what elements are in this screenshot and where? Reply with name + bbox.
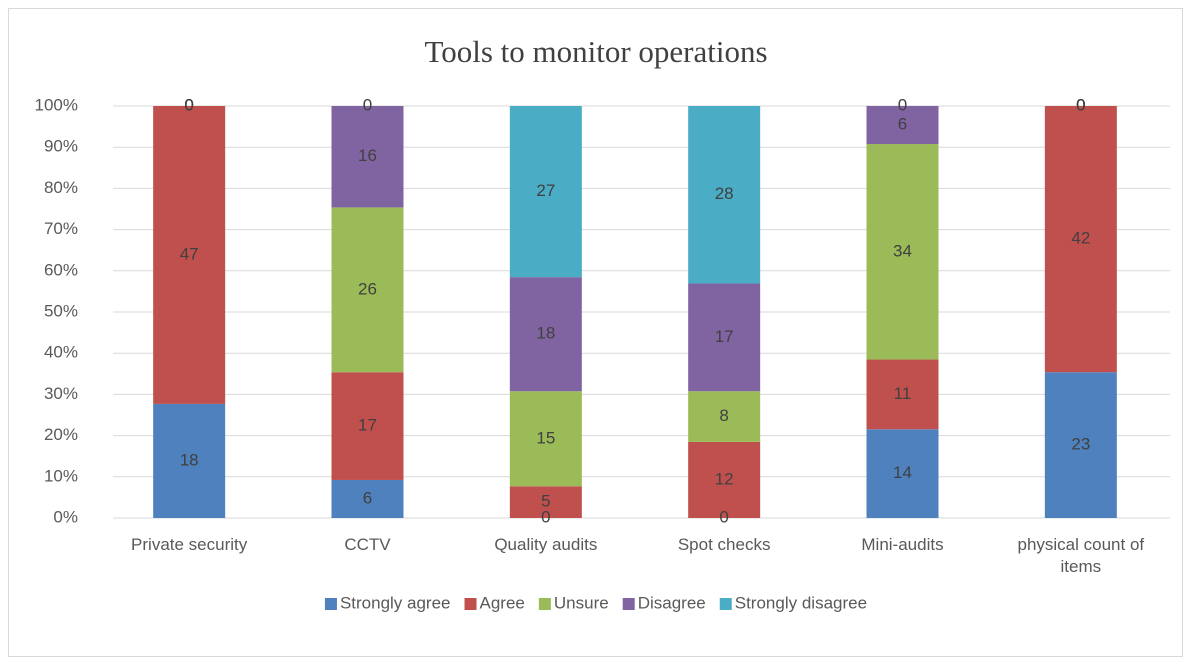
data-label: 6	[898, 114, 907, 133]
data-label: 17	[358, 416, 377, 435]
data-label: 28	[715, 184, 734, 203]
bar-segment	[866, 106, 939, 145]
legend-swatch	[538, 598, 551, 610]
legend-label: Strongly agree	[340, 593, 451, 612]
data-label: 17	[715, 327, 734, 346]
data-label: 0	[1076, 95, 1085, 114]
chart-title: Tools to monitor operations	[424, 34, 767, 69]
y-tick-label: 60%	[44, 260, 78, 279]
bar-segment	[866, 359, 939, 430]
y-tick-label: 20%	[44, 425, 78, 444]
y-tick-label: 80%	[44, 178, 78, 197]
data-label: 11	[894, 384, 912, 403]
y-tick-label: 0%	[53, 507, 78, 526]
bar-segment	[331, 106, 404, 208]
data-label: 0	[184, 95, 193, 114]
bar-segment	[688, 441, 761, 518]
x-tick-label: Private security	[131, 535, 248, 554]
data-label: 47	[180, 244, 199, 263]
legend-label: Strongly disagree	[735, 593, 867, 612]
x-tick-label: Quality audits	[494, 535, 598, 554]
data-label: 6	[363, 488, 372, 507]
data-label: 26	[358, 279, 377, 298]
data-label: 18	[180, 450, 199, 469]
data-label: 0	[1076, 95, 1085, 114]
bar-segment	[509, 486, 582, 518]
bar-segment	[331, 207, 404, 373]
legend-label: Disagree	[638, 593, 706, 612]
data-label: 34	[893, 241, 912, 260]
data-label: 0	[184, 95, 193, 114]
bar-segment	[153, 403, 226, 518]
bar-segment	[688, 106, 761, 284]
data-label: 16	[358, 146, 377, 165]
data-label: 27	[536, 181, 555, 200]
legend-label: Agree	[480, 593, 525, 612]
data-label: 14	[893, 463, 912, 482]
legend-swatch	[324, 598, 337, 610]
x-tick-label: CCTV	[344, 535, 391, 554]
x-tick-label: physical count of items	[1017, 535, 1145, 576]
data-label: 0	[184, 95, 193, 114]
bar-segment	[509, 106, 582, 278]
y-tick-label: 90%	[44, 137, 78, 156]
bar-segment	[509, 391, 582, 487]
data-label: 42	[1071, 229, 1090, 248]
bar-segment	[153, 106, 226, 404]
data-label: 0	[541, 507, 550, 526]
data-label: 5	[541, 492, 550, 511]
y-tick-label: 70%	[44, 219, 78, 238]
data-label: 23	[1071, 435, 1090, 454]
legend-swatch	[719, 598, 732, 610]
y-tick-label: 30%	[44, 384, 78, 403]
data-label: 8	[719, 406, 728, 425]
y-tick-label: 100%	[35, 95, 78, 114]
bar-segment	[1044, 372, 1117, 518]
bar-segment	[509, 277, 582, 392]
x-tick-label: Mini-audits	[861, 535, 944, 554]
data-label: 0	[1076, 95, 1085, 114]
bar-segment	[331, 372, 404, 480]
data-label: 15	[536, 428, 555, 447]
data-label: 0	[363, 95, 372, 114]
bar-segment	[688, 391, 761, 442]
x-tick-label: Spot checks	[677, 535, 771, 554]
bar-segment	[866, 429, 939, 518]
y-tick-label: 40%	[44, 343, 78, 362]
data-label: 0	[898, 95, 907, 114]
legend-swatch	[464, 598, 477, 610]
data-label: 0	[719, 507, 728, 526]
y-tick-label: 10%	[44, 466, 78, 485]
bar-segment	[688, 283, 761, 392]
y-tick-label: 50%	[44, 301, 78, 320]
bar-segment	[1044, 106, 1117, 373]
data-label: 12	[715, 469, 734, 488]
legend-label: Unsure	[554, 593, 609, 612]
bar-segment	[331, 479, 404, 518]
data-label: 18	[536, 324, 555, 343]
bar-segment	[866, 144, 939, 360]
legend-swatch	[622, 598, 635, 610]
